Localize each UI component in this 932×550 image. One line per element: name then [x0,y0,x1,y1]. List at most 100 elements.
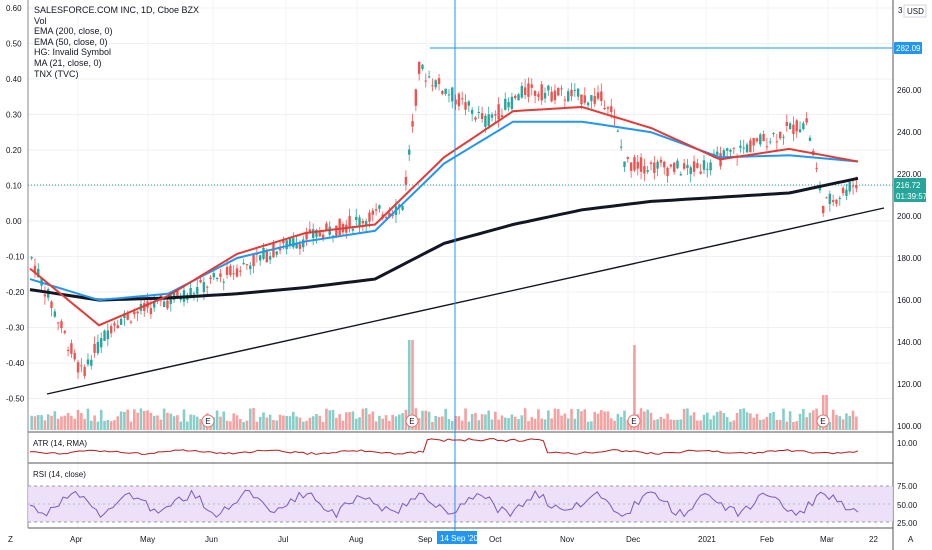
volume-bar [742,408,746,430]
candle-body [583,95,586,103]
volume-bar [268,414,272,430]
candle-body [80,365,83,367]
candle-body [653,162,656,173]
volume-bar [325,408,328,430]
time-label: 22 [869,535,878,544]
auto-scale-button[interactable]: A [908,535,914,544]
candle-body [586,102,590,106]
volume-bar [739,409,742,430]
volume-bar [643,411,646,430]
candle-body [682,163,686,169]
candle-body [523,87,527,95]
candle-body [470,109,474,114]
candle-body [83,367,86,376]
volume-bar [444,408,447,430]
volume-bar [706,412,709,430]
earnings-marker[interactable] [627,414,641,428]
volume-bar [189,414,192,430]
left-tick: 0.60 [6,4,22,13]
volume-bar [335,417,338,430]
candle-body [709,162,712,171]
volume-bar [553,408,557,430]
candle-body [788,123,792,130]
candle-body [838,197,841,199]
volume-bar [374,421,378,430]
volume-bar [679,419,683,430]
candle-body [189,288,192,299]
trend-line[interactable] [46,207,885,395]
left-tick: 0.30 [6,111,22,120]
currency-label[interactable]: USD [907,7,924,16]
volume-bar [43,420,47,430]
alert-price-badge[interactable] [894,42,922,54]
earnings-marker[interactable] [405,414,419,428]
candle-body [672,162,676,172]
volume-bar [583,409,587,430]
candle-body [109,325,113,334]
candle-body [258,255,262,261]
candle-body [325,223,328,230]
volume-bar [40,415,43,430]
candle-body [232,273,235,275]
volume-bar [696,420,699,430]
candle-body [643,166,646,174]
candle-body [659,159,663,163]
volume-bar [103,420,106,430]
volume-bar [126,409,130,430]
candle-body [775,141,779,143]
candle-body [702,160,706,170]
candle-body [825,197,828,199]
left-tick: -0.20 [6,288,25,297]
candle-body [461,98,464,100]
legend-ema200[interactable]: EMA (200, close, 0) [34,26,113,37]
volume-bar [586,421,590,430]
atr-line [29,438,859,455]
volume-bar [454,415,457,430]
volume-bar [199,419,202,430]
volume-bar [547,410,550,430]
volume-bar [805,417,808,430]
volume-bar [301,421,305,430]
legend-ema50[interactable]: EMA (50, close, 0) [34,36,108,47]
volume-bar [580,411,583,430]
right-tick: 100.00 [897,422,922,431]
legend-tnx[interactable]: TNX (TVC) [34,68,79,79]
candle-body [73,352,76,360]
earnings-marker[interactable] [201,414,215,428]
candle-body [335,225,338,237]
right-tick: 200.00 [897,212,922,221]
volume-bar [722,413,726,430]
zoom-corner[interactable]: Z [8,535,13,544]
volume-bar [855,416,858,430]
left-tick: -0.40 [6,359,25,368]
volume-bar [556,409,560,430]
candle-body [53,311,57,317]
symbol-title[interactable]: SALESFORCE.COM INC, 1D, Cboe BZX [34,5,200,15]
legend-ma21[interactable]: MA (21, close, 0) [34,57,102,68]
scale-indicator[interactable]: 3 [898,6,903,15]
candle-body [802,123,805,130]
volume-bar [146,410,149,430]
volume-bar [139,408,143,430]
volume-bar [768,413,772,430]
legend-hg[interactable]: HG: Invalid Symbol [34,47,112,58]
volume-bar [603,411,606,430]
candle-body [162,301,166,307]
candle-body [745,144,749,153]
candle-body [398,204,401,207]
crosshair-date-text: 14 Sep '20 [440,534,479,543]
volume-bar [758,419,762,430]
right-tick: 140.00 [897,338,922,347]
volume-bar [848,415,852,430]
candle-body [749,140,752,153]
legend-vol[interactable]: Vol [34,15,47,26]
left-tick: 0.40 [6,75,22,84]
candle-body [90,359,93,366]
volume-bar [563,413,567,430]
volume-bar [166,412,169,430]
volume-bar [70,415,73,430]
candle-body [37,268,40,278]
earnings-marker[interactable] [816,414,830,428]
